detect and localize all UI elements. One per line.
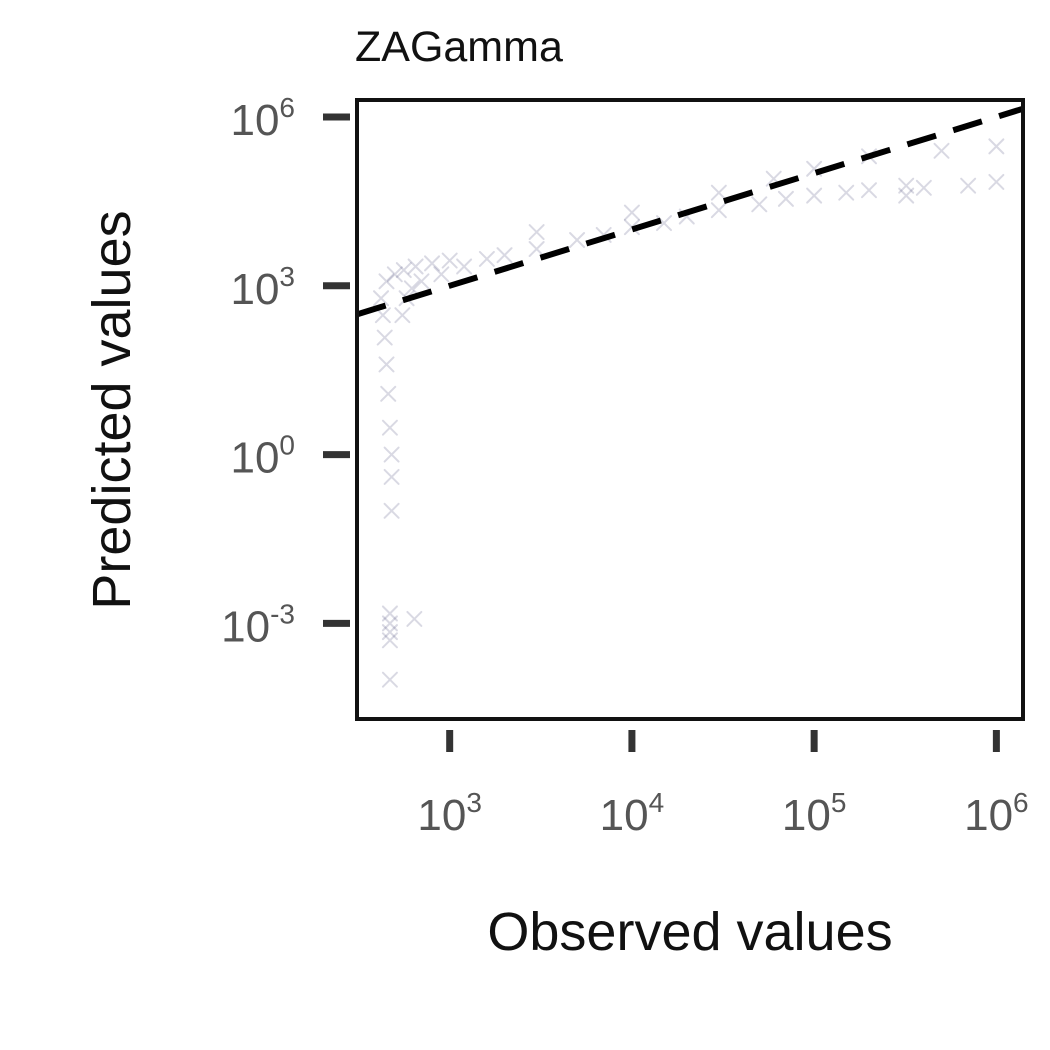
y-axis-label: Predicted values (82, 210, 142, 609)
x-axis-label: Observed values (487, 902, 892, 962)
scatter-point (413, 273, 430, 290)
y-tick-label: 103 (230, 261, 295, 314)
scatter-point (383, 446, 400, 463)
scatter-point (383, 468, 400, 485)
scatter-point (383, 502, 400, 519)
scatter-point (710, 184, 727, 201)
scatter-point (381, 624, 398, 641)
scatter-point (386, 266, 403, 283)
scatter-point (528, 224, 545, 241)
chart-title: ZAGamma (355, 23, 563, 71)
y-tick-label: 106 (230, 92, 295, 145)
x-tick-label: 106 (964, 787, 1029, 840)
scatter-point (378, 356, 395, 373)
scatter-point (441, 252, 458, 269)
scatter-point (378, 273, 395, 290)
scatter-point (381, 671, 398, 688)
x-axis: 103 104 105 106 (417, 730, 1029, 840)
scatter-point (381, 632, 398, 649)
reference-line (357, 105, 1023, 318)
scatter-point (838, 184, 855, 201)
y-tick-label: 100 (230, 430, 295, 483)
scatter-point (777, 190, 794, 207)
scatter-point (806, 187, 823, 204)
x-tick-label: 105 (782, 787, 847, 840)
scatter-point (478, 250, 495, 267)
scatter-point (751, 196, 768, 213)
x-tick-label: 103 (417, 787, 482, 840)
scatter-point (988, 173, 1005, 190)
scatter-point (395, 262, 412, 279)
scatter-point (898, 187, 915, 204)
scatter-point (623, 204, 640, 221)
scatter-point (373, 290, 390, 307)
scatter-point (528, 241, 545, 257)
scatter-point (933, 142, 950, 159)
scatter-point (898, 177, 915, 194)
scatter-point (380, 385, 397, 402)
scatter-point (381, 615, 398, 632)
scatter-point (988, 138, 1005, 155)
x-tick-label: 104 (600, 787, 665, 840)
scatter-point (569, 232, 586, 249)
plot-frame (355, 98, 1025, 721)
scatter-point (915, 179, 932, 196)
scatter-point (496, 247, 513, 264)
scatter-point (456, 258, 473, 275)
scatter-point (424, 255, 441, 272)
scatter-point (861, 182, 877, 199)
scatter-point (381, 419, 398, 436)
scatter-points (373, 138, 1005, 688)
scatter-point (381, 605, 398, 622)
scatter-point (407, 258, 424, 275)
scatter-point (960, 177, 977, 194)
scatter-point (394, 307, 411, 324)
plot-area (355, 98, 1025, 721)
scatter-point (376, 329, 393, 346)
scatter-point (710, 202, 727, 219)
scatter-point (406, 610, 423, 627)
y-tick-label: 10-3 (221, 598, 295, 651)
scatter-point (433, 266, 450, 283)
y-axis: 10-3 100 103 106 (221, 92, 350, 651)
